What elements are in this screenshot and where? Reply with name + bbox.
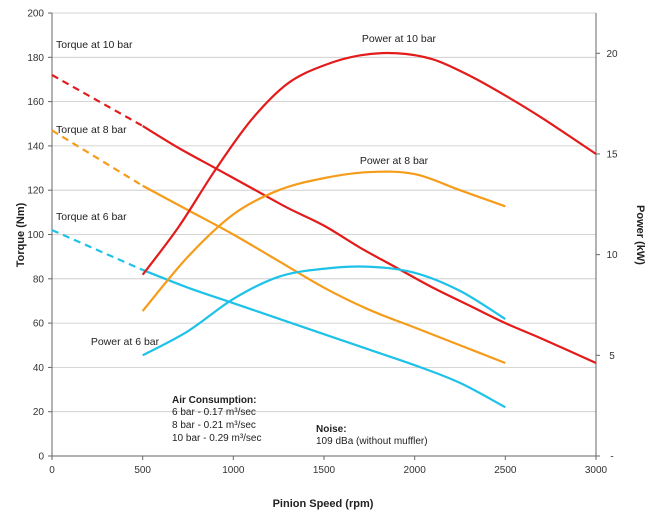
series-labels: Torque at 10 bar Torque at 8 bar Torque at… [56, 33, 437, 348]
torque-at-6-bar-line [142, 268, 506, 409]
power-at-10-bar-line [141, 51, 597, 276]
y-right-tick-label: 20 [606, 49, 618, 60]
torque-at-8-bar-extrapolation [51, 129, 144, 187]
air-consumption-title: Air Consumption: [172, 395, 256, 406]
torque-at-10-bar-label: Torque at 10 bar [56, 39, 133, 51]
x-tick-label: 500 [134, 465, 151, 476]
y-left-tick-label: 140 [27, 141, 44, 152]
torque-at-6-bar-extrapolation [51, 229, 144, 271]
y-left-tick-label: 120 [27, 186, 44, 197]
y-left-tick-label: 60 [33, 319, 45, 330]
x-tick-label: 0 [49, 465, 55, 476]
torque-at-6-bar-label: Torque at 6 bar [56, 211, 127, 223]
power-at-6-bar-label: Power at 6 bar [91, 336, 160, 348]
x-tick-label: 3000 [585, 465, 608, 476]
y-right-tick-label: - [610, 452, 613, 463]
air-consumption-note: Air Consumption: 6 bar - 0.17 m³/sec 8 b… [172, 395, 261, 444]
y-left-tick-label: 80 [33, 274, 45, 285]
tick-labels: 0 500 1000 1500 2000 2500 3000 0 20 40 60 80 100 120 1… [27, 9, 618, 477]
torque-at-10-bar-extrapolation [51, 74, 144, 127]
y-left-tick-label: 180 [27, 53, 44, 64]
torque-at-8-bar-label: Torque at 8 bar [56, 124, 127, 136]
torque-at-8-bar-line [142, 184, 506, 364]
series-lines [51, 51, 597, 409]
noise-title: Noise: [316, 424, 347, 435]
y-right-tick-label: 5 [609, 351, 615, 362]
x-tick-label: 1000 [222, 465, 245, 476]
y-left-tick-label: 40 [33, 363, 45, 374]
power-at-8-bar-line [141, 170, 506, 312]
air-consumption-line: 6 bar - 0.17 m³/sec [172, 407, 256, 418]
air-consumption-line: 8 bar - 0.21 m³/sec [172, 420, 256, 431]
y-axis-right-title: Power (kW) [634, 205, 646, 265]
y-left-tick-label: 100 [27, 230, 44, 241]
noise-text: 109 dBa (without muffler) [316, 436, 428, 447]
y-left-tick-label: 20 [33, 407, 45, 418]
x-axis-title: Pinion Speed (rpm) [273, 498, 374, 510]
y-left-tick-label: 160 [27, 97, 44, 108]
y-axis-left-title: Torque (Nm) [15, 202, 27, 267]
y-left-tick-label: 0 [38, 452, 44, 463]
gridlines [52, 12, 596, 413]
power-at-10-bar-label: Power at 10 bar [362, 33, 437, 45]
y-right-tick-label: 10 [606, 250, 618, 261]
y-left-tick-label: 200 [27, 9, 44, 20]
x-tick-label: 2500 [494, 465, 517, 476]
power-at-6-bar-line [142, 265, 506, 357]
x-tick-label: 1500 [313, 465, 336, 476]
y-right-tick-label: 15 [606, 149, 618, 160]
air-consumption-line: 10 bar - 0.29 m³/sec [172, 433, 261, 444]
torque-at-10-bar-line [142, 125, 597, 364]
x-tick-label: 2000 [404, 465, 427, 476]
power-at-8-bar-label: Power at 8 bar [360, 155, 429, 167]
noise-note: Noise: 109 dBa (without muffler) [316, 424, 428, 447]
